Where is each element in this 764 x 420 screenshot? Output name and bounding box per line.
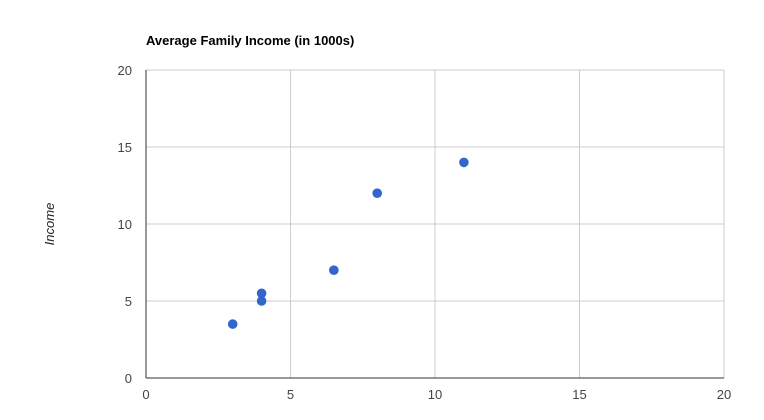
x-tick-label: 20: [717, 387, 731, 402]
data-points: [227, 157, 469, 329]
data-point[interactable]: [256, 296, 267, 306]
y-tick-label: 15: [118, 140, 132, 155]
data-point[interactable]: [329, 265, 339, 276]
data-point[interactable]: [227, 319, 238, 329]
tick-labels: 0 5 10 15 20 0 5 10 15 20: [118, 63, 732, 402]
x-tick-label: 10: [428, 387, 442, 402]
y-tick-label: 0: [125, 371, 132, 386]
y-tick-label: 10: [118, 217, 132, 232]
x-tick-label: 15: [572, 387, 586, 402]
y-tick-label: 5: [125, 294, 132, 309]
x-tick-label: 5: [287, 387, 294, 402]
data-point[interactable]: [256, 288, 267, 299]
x-tick-label: 0: [142, 387, 149, 402]
y-tick-label: 20: [118, 63, 132, 78]
data-point[interactable]: [372, 188, 383, 198]
y-axis-title: Income: [42, 203, 57, 246]
chart-title: Average Family Income (in 1000s): [146, 33, 354, 48]
grid-lines: [146, 69, 725, 378]
axes: [145, 70, 724, 379]
data-point[interactable]: [459, 157, 469, 168]
